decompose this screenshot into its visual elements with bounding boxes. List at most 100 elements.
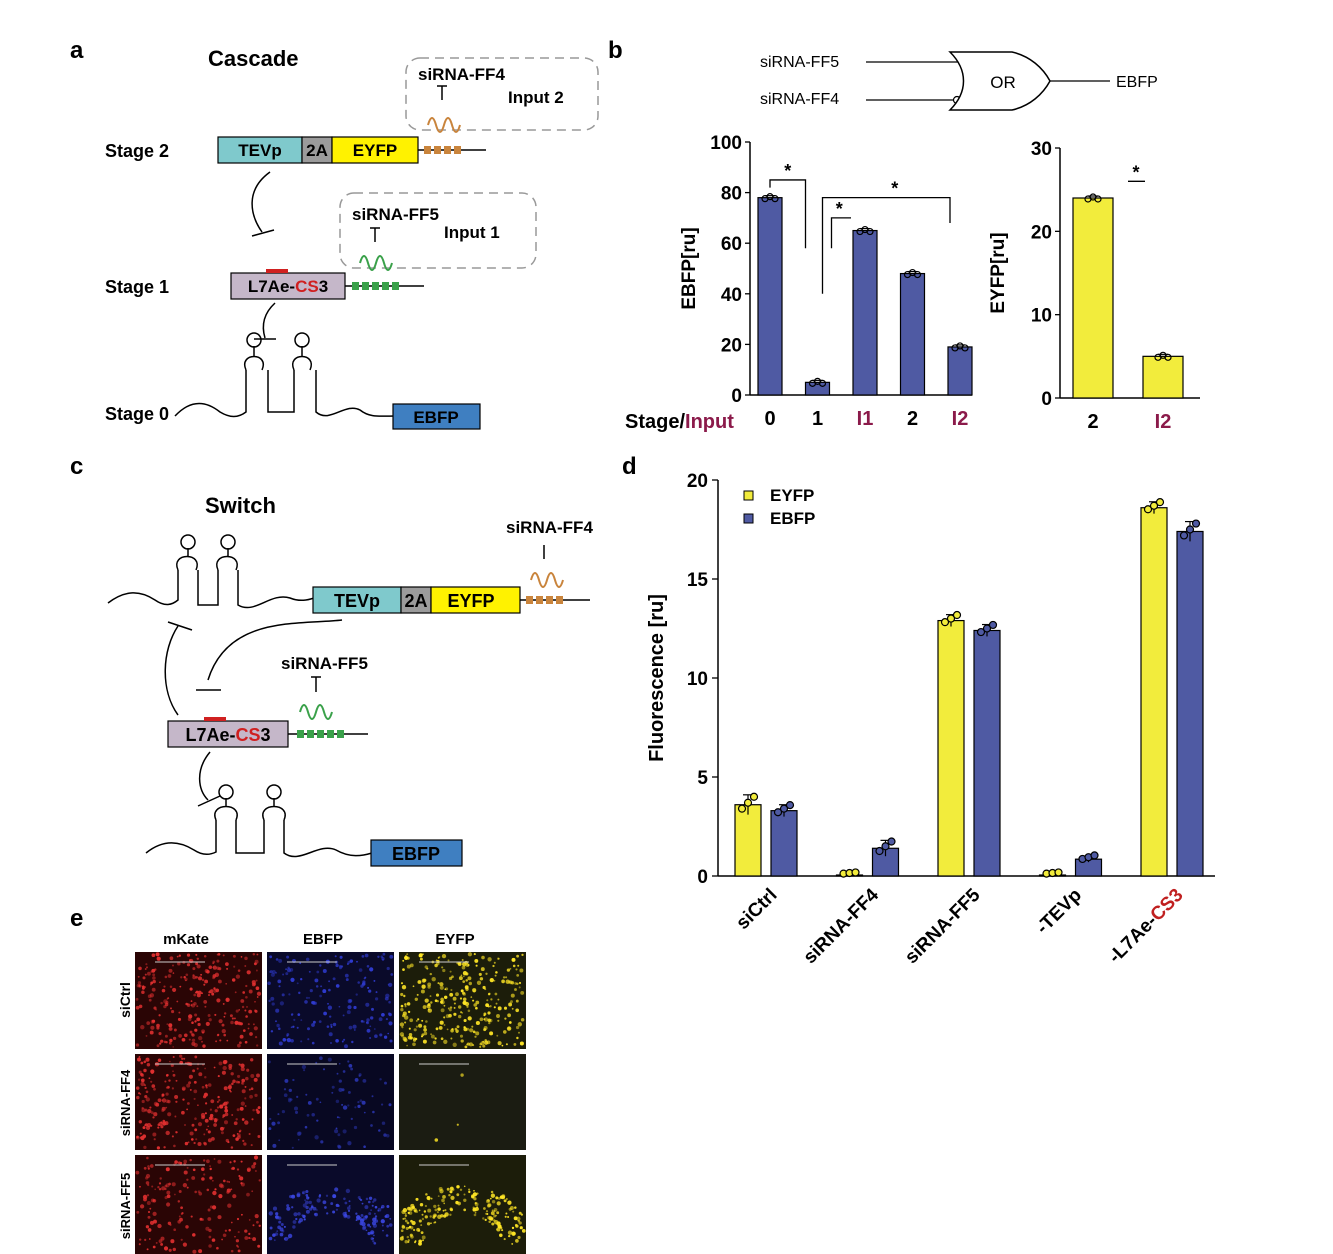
bar <box>1072 197 1114 399</box>
cell-spot <box>149 1030 154 1035</box>
panel-a-letter: a <box>70 37 84 64</box>
cell-spot <box>239 1041 242 1045</box>
cell-spot <box>213 1123 217 1127</box>
cell-spot <box>475 1006 478 1010</box>
data-point <box>1185 525 1195 534</box>
cell-spot <box>388 1103 392 1107</box>
cell-spot <box>223 1101 228 1106</box>
stage1-label: Stage 1 <box>105 277 169 297</box>
cell-spot <box>203 1173 206 1176</box>
cell-spot <box>173 1028 177 1032</box>
cell-spot <box>238 1063 241 1066</box>
cell-spot <box>438 1025 443 1030</box>
tevp-label-c: TEVp <box>334 591 380 611</box>
cell-spot <box>407 1211 410 1215</box>
cell-spot <box>250 1237 252 1240</box>
cell-spot <box>422 1239 424 1242</box>
x-tick-label: I2 <box>952 408 969 430</box>
cell-spot <box>316 970 320 974</box>
cell-spot <box>296 1095 299 1099</box>
cell-spot <box>346 1010 351 1015</box>
cell-spot <box>347 1141 352 1146</box>
cell-spot <box>215 1040 218 1043</box>
cell-spot <box>240 956 243 958</box>
eyfp-label-c: EYFP <box>447 591 494 611</box>
cell-spot <box>460 1039 464 1043</box>
cell-spot <box>378 1017 383 1022</box>
cell-spot <box>147 1215 151 1219</box>
cell-spot <box>278 958 283 963</box>
cell-spot <box>196 964 201 969</box>
cell-spot <box>165 1092 169 1096</box>
cell-spot <box>497 1196 501 1200</box>
fluorescence-bar-chart: 0 5 10 15 20 Fluorescence [ru] siCtrl siRNA-FF4… <box>646 471 1215 968</box>
cell-spot <box>181 1037 186 1042</box>
cell-spot <box>322 989 327 994</box>
cell-spot <box>444 988 447 991</box>
cell-spot <box>293 1018 296 1022</box>
cell-spot <box>330 1025 333 1028</box>
cell-spot <box>485 1199 491 1204</box>
cell-spot <box>172 1036 177 1041</box>
cell-spot <box>141 1106 144 1110</box>
cell-spot <box>473 1197 477 1201</box>
row-header-ff5: siRNA-FF5 <box>118 1173 133 1239</box>
cell-spot <box>381 1224 384 1227</box>
cell-spot <box>177 1200 181 1203</box>
cell-spot <box>502 976 506 979</box>
cell-spot <box>287 1233 293 1239</box>
cell-spot <box>273 1239 276 1242</box>
cell-spot <box>432 1040 437 1045</box>
cell-spot <box>198 1249 203 1254</box>
cell-spot <box>166 998 169 1000</box>
cell-spot <box>515 999 519 1003</box>
cell-spot <box>305 1189 309 1194</box>
data-point <box>1155 498 1165 507</box>
cell-spot <box>518 1221 522 1225</box>
cell-spot <box>192 1069 196 1073</box>
cell-spot <box>251 982 256 987</box>
cell-spot <box>275 1020 277 1023</box>
cell-spot <box>305 996 309 1000</box>
cell-spot <box>449 970 452 973</box>
cell-spot <box>316 1209 318 1211</box>
cell-spot <box>241 1118 245 1121</box>
cell-spot <box>507 1013 511 1018</box>
cell-spot <box>156 956 161 961</box>
hairpin-1 <box>243 346 265 371</box>
cell-spot <box>206 970 210 974</box>
cell-spot <box>441 953 447 959</box>
cell-spot <box>404 1003 407 1006</box>
cell-spot <box>208 1018 212 1022</box>
cell-spot <box>197 1122 203 1127</box>
cell-spot <box>301 1191 305 1195</box>
gate-input1-label: siRNA-FF5 <box>760 54 839 71</box>
cell-spot <box>432 1214 435 1217</box>
data-point <box>940 618 950 627</box>
cell-spot <box>256 953 259 956</box>
cell-spot <box>190 1004 193 1006</box>
cell-spot <box>400 982 404 985</box>
panel-e-letter: e <box>70 905 83 932</box>
cell-spot <box>418 1241 422 1246</box>
cell-spot <box>305 957 310 962</box>
data-point <box>1090 851 1099 860</box>
cell-spot <box>236 1108 240 1112</box>
cell-spot <box>512 1210 515 1213</box>
cell-spot <box>309 1207 313 1211</box>
cell-spot <box>319 994 322 998</box>
cell-spot <box>357 1104 361 1109</box>
cell-spot <box>239 1176 244 1181</box>
cell-spot <box>150 1025 155 1030</box>
cell-spot <box>442 968 446 973</box>
cell-spot <box>193 1097 196 1100</box>
cell-spot <box>191 1176 196 1180</box>
cell-spot <box>437 1204 440 1207</box>
stage0-label: Stage 0 <box>105 404 169 424</box>
cell-spot <box>157 1058 162 1062</box>
cell-spot <box>493 961 496 964</box>
cell-spot <box>186 963 191 967</box>
cell-spot <box>190 1032 194 1036</box>
cell-spot <box>193 1141 196 1145</box>
cell-spot <box>152 1132 157 1137</box>
